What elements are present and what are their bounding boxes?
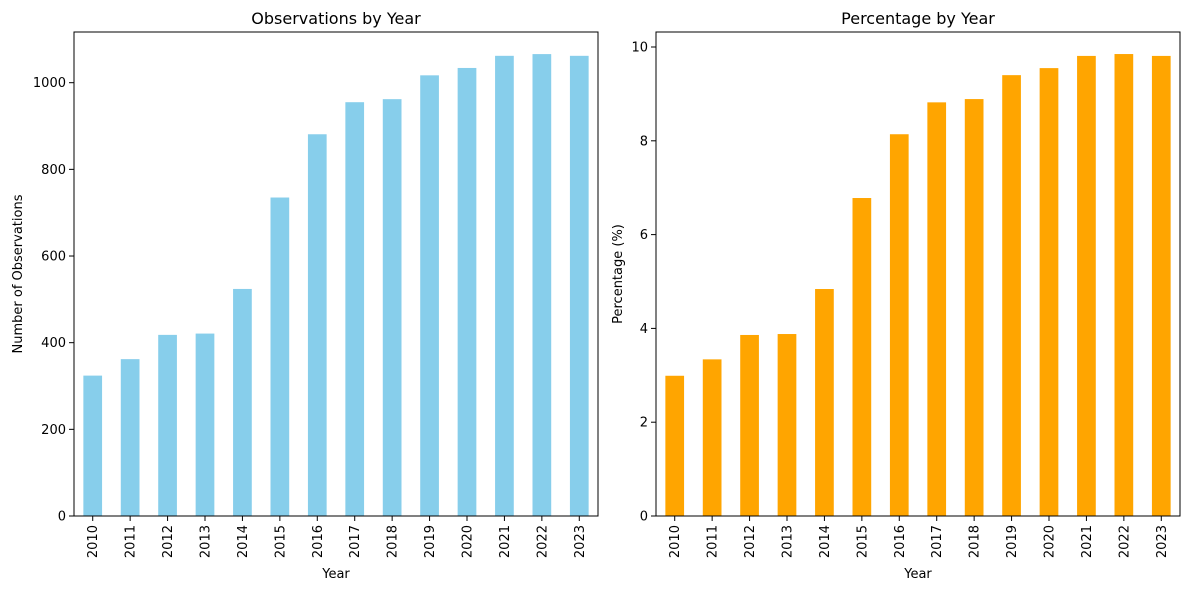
bar-2014 [815,289,834,516]
x-tick-label-2020: 2020 [1043,525,1058,558]
bar-2018 [382,99,402,516]
x-tick-label-2011: 2011 [124,525,139,558]
bar-2013 [777,334,797,516]
x-tick-label-2018: 2018 [386,525,401,558]
bar-2012 [158,334,177,516]
bar-2012 [740,334,759,516]
chart-title: Percentage by Year [841,9,995,28]
bar-2019 [1002,75,1021,517]
y-tick-label: 2 [640,416,648,431]
x-axis-label: Year [903,567,932,582]
bar-2023 [1151,55,1171,517]
x-tick-label-2021: 2021 [498,525,513,558]
x-tick-label-2020: 2020 [461,525,476,558]
x-tick-label-2013: 2013 [781,525,796,558]
x-tick-label-2012: 2012 [161,525,176,558]
y-tick-label: 1000 [33,76,66,91]
x-tick-label-2017: 2017 [930,525,945,558]
x-tick-label-2019: 2019 [423,525,438,558]
y-tick-label: 0 [58,510,66,525]
chart-observations-by-year: 0 200 400 600 800 1000 2010 2011 2012 2013 2014 201… [11,9,599,582]
bar-2016 [307,134,327,516]
x-tick-label-2011: 2011 [706,525,721,558]
y-tick-label: 8 [640,134,648,149]
y-tick-label: 200 [41,423,66,438]
x-tick-label-2022: 2022 [1117,525,1132,558]
x-tick-label-2016: 2016 [893,525,908,558]
y-tick-label: 10 [631,41,648,56]
bar-2022 [1114,54,1134,516]
bar-2011 [702,359,722,516]
bar-2014 [233,288,252,516]
chart-percentage-by-year: 0 2 4 6 8 10 2010 2011 2012 2013 2014 2015 2016 2017 2… [611,9,1181,582]
x-tick-label-2022: 2022 [535,525,550,558]
x-axis-label: Year [321,567,350,582]
bar-2020 [457,67,477,517]
chart-title: Observations by Year [251,9,421,28]
bar-2015 [270,197,290,516]
x-tick-label-2010: 2010 [86,525,101,558]
axes-frame [655,31,1181,517]
bar-2018 [964,99,984,516]
x-tick-label-2015: 2015 [855,525,870,558]
x-tick-label-2018: 2018 [968,525,983,558]
bar-2013 [195,333,215,516]
bar-2017 [927,102,947,516]
x-tick-label-2017: 2017 [348,525,363,558]
bar-2010 [83,375,103,516]
y-axis-label: Number of Observations [11,194,26,353]
y-tick-label: 400 [41,336,66,351]
y-tick-label: 6 [640,228,648,243]
bar-2020 [1039,68,1059,517]
x-tick-label-2023: 2023 [1155,525,1170,558]
x-tick-label-2014: 2014 [236,525,251,558]
x-tick-label-2010: 2010 [668,525,683,558]
bar-2016 [889,134,909,517]
x-tick-label-2014: 2014 [818,525,833,558]
y-tick-label: 800 [41,163,66,178]
x-tick-label-2016: 2016 [311,525,326,558]
axes-frame [73,31,599,517]
x-tick-label-2021: 2021 [1080,525,1095,558]
bar-2023 [569,55,589,516]
bar-2015 [852,198,872,516]
bar-2021 [495,55,514,516]
bar-2022 [532,54,552,516]
bar-2019 [420,75,439,516]
bar-2021 [1077,55,1096,517]
y-tick-label: 0 [640,510,648,525]
y-tick-label: 600 [41,250,66,265]
x-tick-label-2019: 2019 [1005,525,1020,558]
bar-2010 [665,375,685,516]
x-tick-label-2023: 2023 [573,525,588,558]
bar-2011 [120,359,140,516]
x-tick-label-2015: 2015 [273,525,288,558]
bar-2017 [345,102,365,516]
y-axis-label: Percentage (%) [611,224,626,324]
x-tick-label-2012: 2012 [743,525,758,558]
y-tick-label: 4 [640,322,648,337]
x-tick-label-2013: 2013 [199,525,214,558]
